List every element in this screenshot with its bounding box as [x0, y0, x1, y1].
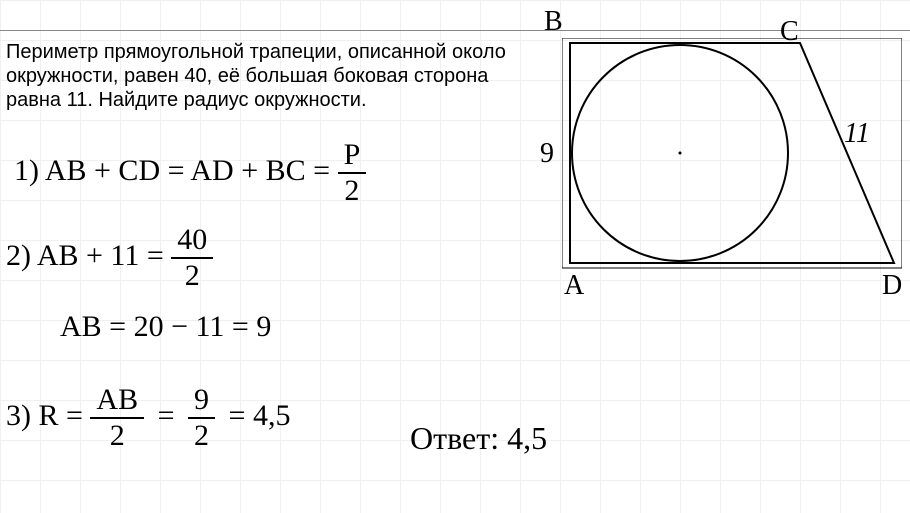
step-2: 2) AB + 11 = 40 2 — [6, 225, 213, 291]
figure-svg — [562, 38, 902, 298]
step-3-left: 3) R = — [6, 399, 83, 432]
step-1-fraction: P 2 — [338, 140, 367, 206]
label-A: A — [564, 270, 584, 302]
step-3-frac2: 9 2 — [188, 385, 215, 451]
label-right-side: 11 — [844, 118, 870, 150]
step-3-frac1: AB 2 — [90, 385, 144, 451]
outer-rect — [562, 38, 902, 268]
answer: Ответ: 4,5 — [410, 420, 547, 457]
trapezoid-figure — [562, 38, 902, 298]
step-3-right: = 4,5 — [229, 399, 291, 432]
label-B: B — [544, 6, 563, 38]
step-2b: AB = 20 − 11 = 9 — [60, 310, 271, 344]
step-3: 3) R = AB 2 = 9 2 = 4,5 — [6, 385, 290, 451]
label-left-side: 9 — [540, 138, 554, 170]
step-1-text: 1) AB + CD = AD + BC = — [14, 154, 330, 187]
trapezoid — [570, 43, 894, 263]
label-C: C — [780, 16, 799, 48]
step-3-eq1: = — [158, 399, 175, 432]
step-2-fraction: 40 2 — [171, 225, 213, 291]
label-D: D — [882, 270, 902, 302]
problem-text: Периметр прямоугольной трапеции, описанн… — [6, 40, 526, 112]
step-1: 1) AB + CD = AD + BC = P 2 — [14, 140, 366, 206]
center-dot — [679, 152, 682, 155]
horizontal-rule — [0, 30, 910, 31]
step-2-text: 2) AB + 11 = — [6, 239, 164, 272]
